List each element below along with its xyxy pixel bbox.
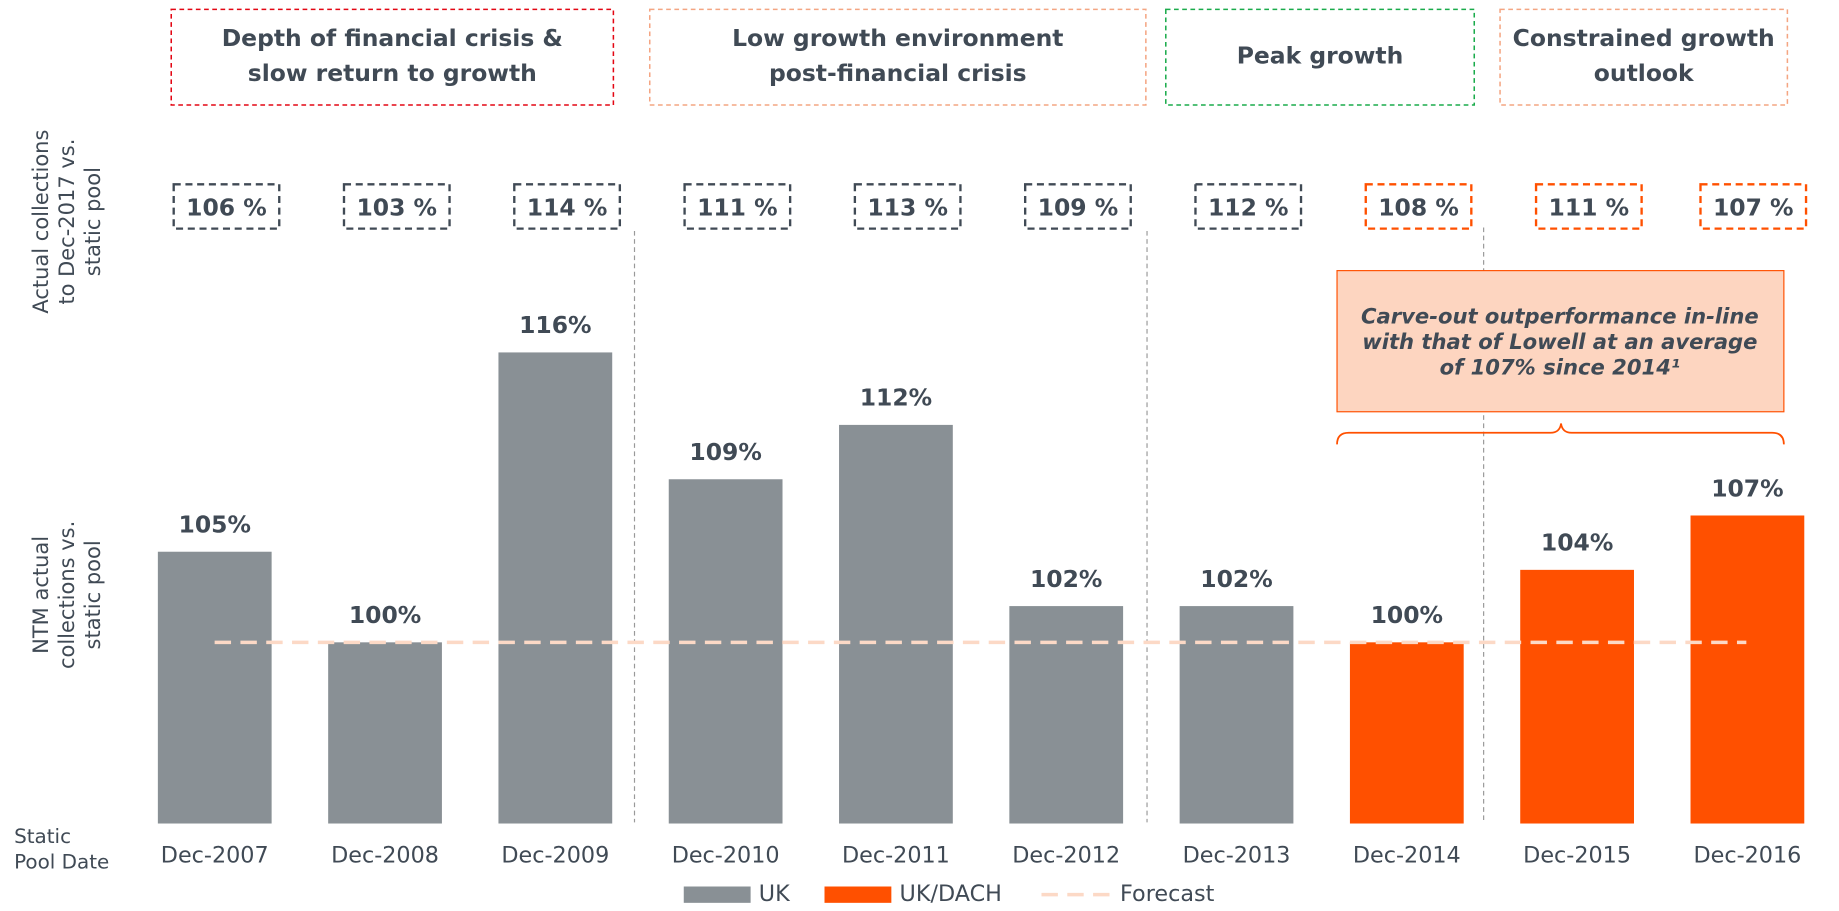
collections-axis-label: to Dec-2017 vs. [54, 139, 79, 305]
phase-label: Depth of financial crisis & [222, 24, 563, 52]
collection-label: 109 % [1038, 193, 1119, 221]
value-label: 107% [1711, 474, 1783, 502]
bar [1690, 515, 1805, 824]
annotation-box [1336, 270, 1785, 413]
collection-box [172, 183, 281, 230]
legend-label: UK [759, 881, 791, 907]
bar [1009, 606, 1124, 824]
y-axis-label: static pool [80, 540, 105, 649]
collection-box [513, 183, 622, 230]
phase-label: slow return to growth [248, 59, 537, 87]
annotation-text: of 107% since 2014¹ [1440, 355, 1681, 380]
collection-label: 113 % [867, 193, 948, 221]
phase-box [1499, 8, 1789, 106]
value-label: 100% [1371, 601, 1443, 629]
legend-swatch [683, 886, 751, 903]
phase-box [1165, 8, 1476, 106]
legend-label: Forecast [1120, 881, 1215, 907]
bar [1179, 606, 1294, 824]
annotation-text: with that of Lowell at an average [1362, 329, 1757, 354]
value-label: 116% [519, 311, 591, 339]
annotation-text: Carve-out outperformance in-line [1361, 303, 1759, 328]
value-label: 102% [1030, 565, 1102, 593]
collection-box [683, 183, 792, 230]
bar [157, 551, 272, 824]
x-tick-label: Dec-2007 [161, 843, 269, 869]
x-tick-label: Dec-2016 [1693, 843, 1801, 869]
collection-box [1194, 183, 1303, 230]
collection-box [853, 183, 962, 230]
brace [1336, 423, 1785, 445]
phase-label: outlook [1594, 59, 1694, 87]
bar [1349, 642, 1464, 824]
x-tick-label: Dec-2015 [1523, 843, 1631, 869]
bar [328, 642, 442, 824]
x-tick-label: Dec-2011 [842, 843, 950, 869]
phase-box [648, 8, 1147, 106]
collection-label: 107 % [1713, 193, 1794, 221]
x-tick-label: Dec-2013 [1183, 843, 1291, 869]
collection-box [1699, 183, 1808, 230]
collections-axis-label: Actual collections [28, 130, 53, 314]
phase-label: Peak growth [1237, 42, 1404, 70]
phase-label: Low growth environment [732, 24, 1063, 52]
collection-box [1534, 183, 1643, 230]
x-tick-label: Dec-2010 [672, 843, 780, 869]
collection-label: 112 % [1208, 193, 1289, 221]
x-tick-label: Dec-2008 [331, 843, 439, 869]
collections-axis-label: static pool [80, 167, 105, 276]
collection-label: 114 % [527, 193, 608, 221]
y-axis-label: collections vs. [54, 521, 79, 669]
value-label: 105% [179, 511, 251, 539]
phase-label: post-financial crisis [769, 59, 1027, 87]
value-label: 102% [1200, 565, 1272, 593]
value-label: 104% [1541, 529, 1613, 557]
y-axis-label: NTM actual [28, 536, 53, 654]
collection-box [342, 183, 451, 230]
collection-label: 108 % [1378, 193, 1459, 221]
bar [1520, 569, 1634, 824]
value-label: 112% [860, 384, 932, 412]
collection-box [1364, 183, 1473, 230]
value-label: 109% [689, 438, 761, 466]
x-tick-label: Dec-2009 [501, 843, 609, 869]
legend-swatch [824, 886, 892, 903]
phase-label: Constrained growth [1513, 24, 1775, 52]
collection-label: 111 % [1549, 193, 1630, 221]
x-axis-label: Static [14, 825, 71, 848]
bar [668, 479, 783, 824]
value-label: 100% [349, 601, 421, 629]
phase-box [170, 8, 615, 106]
x-tick-label: Dec-2012 [1012, 843, 1120, 869]
bar [839, 424, 953, 824]
bar [498, 352, 613, 824]
legend-label: UK/DACH [900, 881, 1002, 907]
collection-label: 103 % [356, 193, 437, 221]
x-tick-label: Dec-2014 [1353, 843, 1461, 869]
x-axis-label: Pool Date [14, 851, 109, 874]
collection-box [1023, 183, 1132, 230]
collection-label: 111 % [697, 193, 778, 221]
collection-label: 106 % [186, 193, 267, 221]
